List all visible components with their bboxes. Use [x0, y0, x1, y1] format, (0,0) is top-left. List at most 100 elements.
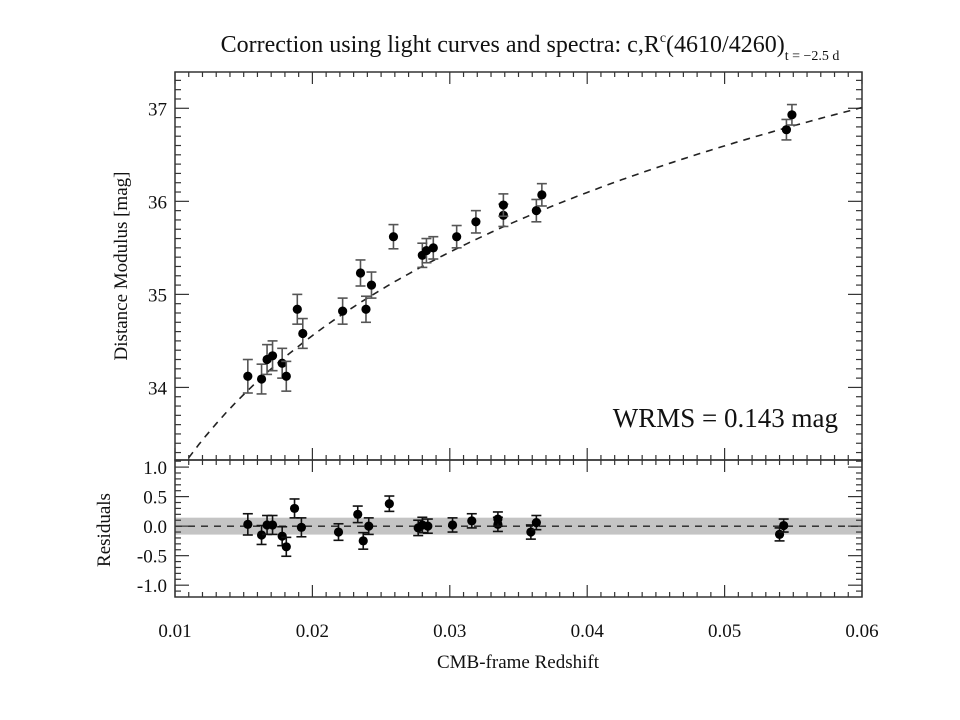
point-marker [355, 268, 366, 278]
chart-title-suffix: (4610/4260) [666, 32, 785, 58]
point-marker [447, 520, 458, 530]
data-point [492, 511, 503, 527]
wrms-annotation: WRMS = 0.143 mag [613, 403, 838, 433]
y-axis-label-residuals: Residuals [94, 493, 115, 567]
point-marker [267, 351, 278, 361]
chart-title: Correction using light curves and spectr… [221, 31, 840, 64]
x-tick-label: 0.05 [708, 621, 741, 642]
data-point [466, 512, 477, 529]
data-point [531, 198, 542, 223]
point-marker [779, 520, 789, 531]
data-point [781, 118, 792, 141]
data-point [384, 495, 395, 513]
data-point [352, 505, 363, 524]
data-point [422, 518, 433, 535]
data-point [296, 517, 307, 538]
point-marker [493, 514, 503, 524]
point-marker [256, 530, 267, 540]
data-point [242, 512, 253, 536]
data-point [355, 259, 366, 287]
data-point [388, 223, 399, 250]
y-tick-label: 35 [148, 285, 167, 306]
point-marker [423, 521, 433, 531]
data-point [267, 340, 278, 372]
data-point [262, 514, 273, 536]
data-point [333, 522, 344, 542]
x-axis-label: CMB-frame Redshift [437, 652, 600, 673]
data-point [778, 518, 789, 533]
point-marker [781, 125, 792, 135]
point-marker [243, 519, 253, 529]
point-marker [298, 328, 308, 339]
data-point [358, 531, 369, 550]
data-point [256, 524, 267, 546]
bottom-panel-points [242, 495, 789, 558]
data-point [498, 193, 509, 218]
bottom-panel-ytick-labels: 1.0 0.5 0.0 -0.5 -1.0 [137, 458, 167, 597]
top-panel-frame [174, 71, 863, 461]
bottom-panel-frame [174, 459, 863, 598]
point-marker [361, 304, 371, 314]
y-tick-label: 37 [148, 99, 167, 120]
point-marker [531, 517, 541, 528]
data-point [447, 517, 458, 533]
y-axis-label-distance-modulus: Distance Modulus [mag] [111, 172, 132, 361]
y-tick-label: 0.0 [143, 517, 167, 538]
residuals-panel: 1.00.50.0-0.5-1.0 0.01 0.02 0.03 0.04 0.05 0.… [94, 458, 879, 673]
point-marker [364, 521, 374, 531]
data-point [531, 514, 542, 531]
point-marker [292, 304, 302, 314]
y-tick-label: 0.5 [143, 488, 167, 509]
point-marker [498, 200, 508, 210]
data-point [267, 514, 278, 536]
point-marker [281, 371, 291, 381]
data-point [242, 358, 253, 394]
point-marker [774, 529, 785, 540]
point-marker [243, 371, 253, 381]
point-marker [537, 190, 547, 200]
x-tick-label: 0.02 [296, 621, 329, 642]
y-tick-label: -1.0 [137, 576, 167, 597]
data-point [256, 363, 267, 395]
chart-title-superscript: c [660, 31, 666, 46]
point-marker [471, 217, 481, 227]
x-axis-tick-labels: 0.01 0.02 0.03 0.04 0.05 0.06 [158, 621, 878, 642]
point-marker [333, 527, 344, 537]
data-point [366, 271, 377, 299]
data-point [470, 209, 481, 234]
distance-modulus-panel: 34 35 36 37 Distance Modulus [mag] WRMS = 0… [111, 71, 863, 472]
point-marker [353, 509, 363, 519]
point-marker [388, 232, 399, 242]
top-panel-ytick-labels: 34 35 36 37 [148, 99, 168, 399]
data-point [292, 293, 303, 325]
data-point [428, 235, 439, 260]
point-marker [358, 536, 368, 546]
top-panel-points [242, 103, 797, 395]
x-tick-label: 0.03 [433, 621, 466, 642]
data-point [297, 317, 308, 350]
x-tick-label: 0.04 [571, 621, 605, 642]
y-tick-label: 1.0 [143, 458, 167, 479]
y-tick-label: 34 [148, 378, 168, 399]
data-point [337, 297, 348, 325]
point-marker [452, 232, 462, 242]
point-marker [296, 522, 307, 532]
fit-curve [188, 106, 863, 459]
data-point [451, 224, 462, 249]
data-point [281, 536, 292, 558]
x-tick-label: 0.06 [845, 621, 878, 642]
point-marker [787, 110, 797, 120]
point-marker [289, 503, 300, 514]
point-marker [526, 527, 536, 537]
bottom-panel-ticks [174, 460, 863, 597]
point-marker [366, 280, 377, 290]
x-tick-label: 0.01 [158, 621, 191, 642]
point-marker [267, 520, 278, 530]
chart-title-main: Correction using light curves and spectr… [221, 32, 660, 58]
point-marker [256, 374, 267, 384]
point-marker [384, 499, 394, 509]
data-point [786, 103, 797, 126]
top-panel-ticks [174, 72, 863, 472]
data-point [363, 517, 374, 536]
